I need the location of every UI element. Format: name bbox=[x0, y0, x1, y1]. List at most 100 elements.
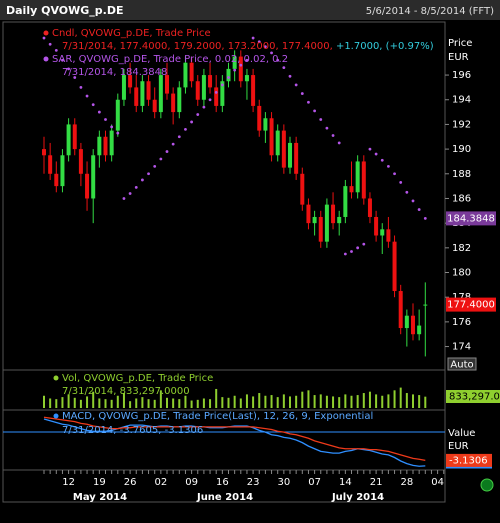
volume-bar bbox=[412, 394, 414, 408]
sar-dot bbox=[85, 94, 89, 98]
sar-dot bbox=[184, 127, 187, 131]
sar-dot bbox=[79, 86, 83, 89]
volume-bar bbox=[196, 399, 199, 408]
sar-dot bbox=[97, 110, 101, 114]
auto-button-label[interactable]: Auto bbox=[450, 360, 473, 371]
sar-dot bbox=[165, 150, 169, 153]
volume-bar bbox=[104, 399, 107, 408]
candle-body bbox=[398, 291, 403, 329]
legend-title: Vol, QVOWG_p.DE, Trade Price bbox=[62, 373, 213, 384]
x-tick-label: 07 bbox=[308, 477, 321, 488]
x-axis-area bbox=[2, 469, 446, 503]
sar-dot bbox=[399, 181, 403, 184]
sar-dot bbox=[147, 172, 150, 176]
sar-dot bbox=[196, 113, 200, 116]
x-tick-label: 28 bbox=[400, 477, 413, 488]
y-axis-title: Price bbox=[448, 38, 472, 49]
sar-dot bbox=[91, 103, 95, 107]
sar-dot bbox=[387, 164, 390, 168]
sar-dot bbox=[227, 76, 230, 79]
candle-body bbox=[361, 161, 366, 199]
sar-dot bbox=[282, 66, 286, 70]
candle-body bbox=[318, 216, 323, 242]
candle-body bbox=[60, 155, 65, 187]
sar-dot bbox=[313, 109, 316, 113]
sar-price-label: 184.3848 bbox=[447, 213, 495, 224]
candle-body bbox=[189, 62, 194, 82]
volume-bar bbox=[215, 388, 218, 408]
sar-dot bbox=[337, 141, 341, 145]
x-tick-label: 23 bbox=[247, 477, 260, 488]
status-indicator bbox=[480, 478, 494, 492]
volume-bar bbox=[424, 396, 427, 408]
last-price-label: 177.4000 bbox=[447, 300, 495, 311]
chart-title: Daily QVOWG_p.DE bbox=[6, 4, 123, 17]
candle-body bbox=[380, 229, 385, 236]
candle-body bbox=[331, 204, 336, 224]
volume-bar bbox=[73, 397, 76, 408]
y-axis-unit: EUR bbox=[448, 52, 469, 63]
candle-body bbox=[423, 304, 428, 306]
volume-bar bbox=[387, 394, 390, 408]
y-tick-label: 182 bbox=[452, 243, 471, 254]
y-tick-label: 186 bbox=[452, 193, 471, 204]
sar-dot bbox=[307, 100, 310, 104]
volume-bar bbox=[129, 401, 132, 408]
candle-body bbox=[158, 75, 163, 113]
candle-body bbox=[183, 62, 188, 88]
candle-body bbox=[355, 161, 360, 193]
sar-dot bbox=[288, 74, 292, 78]
candle-body bbox=[263, 118, 268, 131]
candle-body bbox=[404, 315, 409, 329]
auto-button[interactable] bbox=[447, 357, 477, 371]
legend-values: 7/31/2014, 177.4000, 179.2000, 173.2000,… bbox=[62, 41, 333, 52]
candle-body bbox=[337, 216, 342, 224]
volume-bar bbox=[258, 393, 261, 408]
sar-dot bbox=[202, 105, 206, 109]
volume-bar bbox=[319, 394, 322, 408]
x-tick-label: 04 bbox=[431, 477, 444, 488]
legend-bullet bbox=[43, 56, 49, 62]
volume-bar bbox=[282, 394, 285, 408]
macd-value-label: -3.1306 bbox=[449, 455, 488, 466]
candle-body bbox=[275, 130, 280, 156]
candle-body bbox=[226, 68, 231, 82]
candle-body bbox=[343, 186, 348, 217]
candle-body bbox=[201, 75, 206, 100]
sar-dot bbox=[356, 246, 360, 250]
volume-bar bbox=[276, 397, 279, 408]
sar-dot bbox=[368, 147, 372, 151]
candle-body bbox=[54, 173, 59, 187]
sar-dot bbox=[104, 118, 107, 121]
y-tick-label: 190 bbox=[452, 144, 471, 155]
month-label: June 2014 bbox=[196, 492, 253, 503]
volume-bar bbox=[245, 394, 248, 408]
candle-body bbox=[411, 315, 415, 335]
month-label: July 2014 bbox=[331, 492, 384, 503]
volume-bar bbox=[43, 395, 45, 408]
sar-dot bbox=[134, 185, 138, 189]
candle-body bbox=[374, 216, 379, 236]
macd-line bbox=[43, 416, 426, 462]
sar-dot bbox=[325, 126, 329, 130]
sar-dot bbox=[264, 45, 267, 49]
sar-dot bbox=[73, 76, 77, 79]
sar-dot bbox=[54, 48, 58, 52]
legend-bullet bbox=[53, 375, 59, 381]
legend-title: MACD, QVOWG_p.DE, Trade Price(Last), 12,… bbox=[62, 411, 373, 422]
candle-body bbox=[214, 87, 219, 106]
sar-dot bbox=[128, 192, 132, 195]
candle-body bbox=[48, 155, 53, 174]
x-tick-label: 14 bbox=[339, 477, 352, 488]
candle-body bbox=[281, 130, 286, 168]
candle-body bbox=[91, 155, 96, 199]
candle-body bbox=[165, 75, 169, 94]
volume-bar bbox=[147, 399, 150, 408]
y-axis-unit: EUR bbox=[448, 441, 469, 452]
volume-bar bbox=[344, 394, 347, 408]
candle-body bbox=[103, 136, 108, 156]
volume-bar bbox=[270, 395, 273, 408]
candle-body bbox=[417, 325, 422, 335]
volume-bar bbox=[67, 394, 70, 408]
